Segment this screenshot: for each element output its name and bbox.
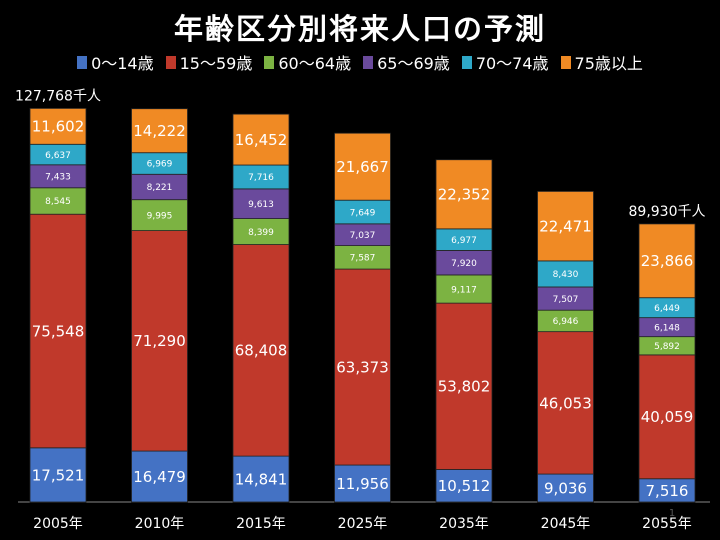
- legend-label: 15～59歳: [179, 54, 253, 73]
- data-label: 11,602: [32, 118, 85, 136]
- bar-segment: [232, 113, 290, 166]
- data-label: 40,059: [641, 408, 694, 426]
- data-label: 7,587: [350, 254, 376, 264]
- bar-segment: [638, 354, 696, 480]
- data-label: 7,716: [248, 173, 274, 183]
- x-tick-label: 2010年: [135, 516, 185, 532]
- data-label: 7,516: [646, 482, 689, 500]
- legend-item: 65～69歳: [363, 50, 450, 74]
- x-tick-label: 2015年: [236, 516, 286, 532]
- data-label: 7,649: [350, 208, 376, 218]
- data-label: 9,995: [147, 211, 173, 221]
- data-label: 75,548: [32, 322, 85, 340]
- data-label: 8,221: [147, 183, 173, 193]
- data-label: 21,667: [336, 158, 389, 176]
- data-label: 53,802: [438, 378, 491, 396]
- x-tick-label: 2055年: [642, 516, 692, 532]
- bar-segment: [232, 244, 290, 457]
- x-tick-label: 2035年: [439, 516, 489, 532]
- data-label: 7,920: [451, 259, 477, 269]
- bar-segment: [435, 469, 493, 503]
- data-label: 22,471: [539, 218, 592, 236]
- data-label: 14,841: [235, 470, 288, 488]
- data-label: 14,222: [133, 122, 186, 140]
- data-label: 6,637: [45, 151, 71, 161]
- data-label: 6,449: [654, 304, 680, 314]
- data-label: 10,512: [438, 477, 491, 495]
- data-label: 23,866: [641, 252, 694, 270]
- data-label: 7,037: [350, 231, 376, 241]
- data-label: 8,545: [45, 197, 71, 207]
- bar-segment: [537, 473, 594, 503]
- legend-swatch: [264, 55, 275, 69]
- legend-item: 0～14歳: [77, 50, 154, 74]
- bar-segment: [29, 107, 87, 145]
- data-label: 16,452: [235, 131, 288, 149]
- bar-segment: [131, 230, 188, 452]
- data-label: 7,433: [45, 173, 71, 183]
- bar-segment: [232, 218, 290, 245]
- bar-segment: [435, 302, 493, 470]
- bar-segment: [334, 132, 391, 201]
- data-label: 8,430: [553, 270, 579, 280]
- legend-label: 60～64歳: [278, 54, 352, 73]
- data-label: 71,290: [133, 332, 186, 350]
- bar-segment: [537, 190, 594, 262]
- legend-swatch: [560, 55, 571, 69]
- data-label: 5,892: [654, 342, 680, 352]
- bar-segment: [537, 260, 594, 288]
- legend-item: 75歳以上: [560, 50, 643, 74]
- bar-segment: [435, 250, 493, 276]
- bar-segment: [131, 199, 188, 231]
- data-label: 6,969: [147, 160, 173, 170]
- data-label: 9,117: [451, 285, 477, 295]
- bar-segment: [334, 268, 391, 466]
- bar-segment: [29, 213, 87, 449]
- data-label: 11,956: [336, 475, 389, 493]
- bar-segment: [435, 159, 493, 230]
- legend-item: 70～74歳: [461, 50, 549, 74]
- data-label: 63,373: [336, 358, 389, 376]
- bar-segment: [638, 223, 696, 299]
- data-label: 9,036: [544, 479, 587, 497]
- data-label: 7,507: [553, 295, 579, 305]
- x-tick-label: 2005年: [33, 516, 83, 532]
- bar-segment: [232, 188, 290, 219]
- legend-item: 15～59歳: [165, 50, 253, 74]
- bar-segment: [29, 447, 87, 503]
- total-annotation: 89,930千人: [629, 204, 706, 220]
- data-label: 6,946: [553, 317, 579, 327]
- chart-title: 年齢区分別将来人口の予測: [173, 12, 546, 46]
- total-annotation: 127,768千人: [15, 88, 101, 104]
- legend-swatch: [165, 55, 176, 69]
- data-label: 17,521: [32, 466, 85, 484]
- bar-segment: [131, 450, 188, 503]
- legend-item: 60～64歳: [264, 50, 351, 74]
- data-label: 22,352: [438, 186, 491, 204]
- data-label: 9,613: [248, 200, 274, 210]
- data-label: 6,148: [654, 323, 680, 333]
- bar-segment: [131, 108, 188, 154]
- x-tick-label: 2045年: [541, 516, 591, 532]
- data-label: 68,408: [235, 342, 288, 360]
- legend-label: 65～69歳: [377, 54, 450, 73]
- data-label: 6,977: [451, 236, 477, 246]
- data-label: 8,399: [248, 228, 274, 238]
- bar-segment: [232, 455, 290, 503]
- legend-swatch: [461, 55, 472, 69]
- legend-swatch: [77, 55, 88, 69]
- data-label: 46,053: [539, 394, 592, 412]
- legend-label: 0～14歳: [91, 54, 154, 73]
- page-number: 1: [669, 508, 675, 519]
- data-label: 16,479: [133, 468, 186, 486]
- legend-label: 75歳以上: [574, 54, 643, 73]
- legend-label: 70～74歳: [475, 54, 549, 73]
- bar-segment: [29, 187, 87, 215]
- bar-segment: [334, 464, 391, 503]
- chart-legend: 0～14歳 15～59歳 60～64歳 65～69歳 70～74歳 75歳以上: [0, 50, 720, 74]
- x-tick-label: 2025年: [338, 516, 388, 532]
- legend-swatch: [363, 55, 374, 69]
